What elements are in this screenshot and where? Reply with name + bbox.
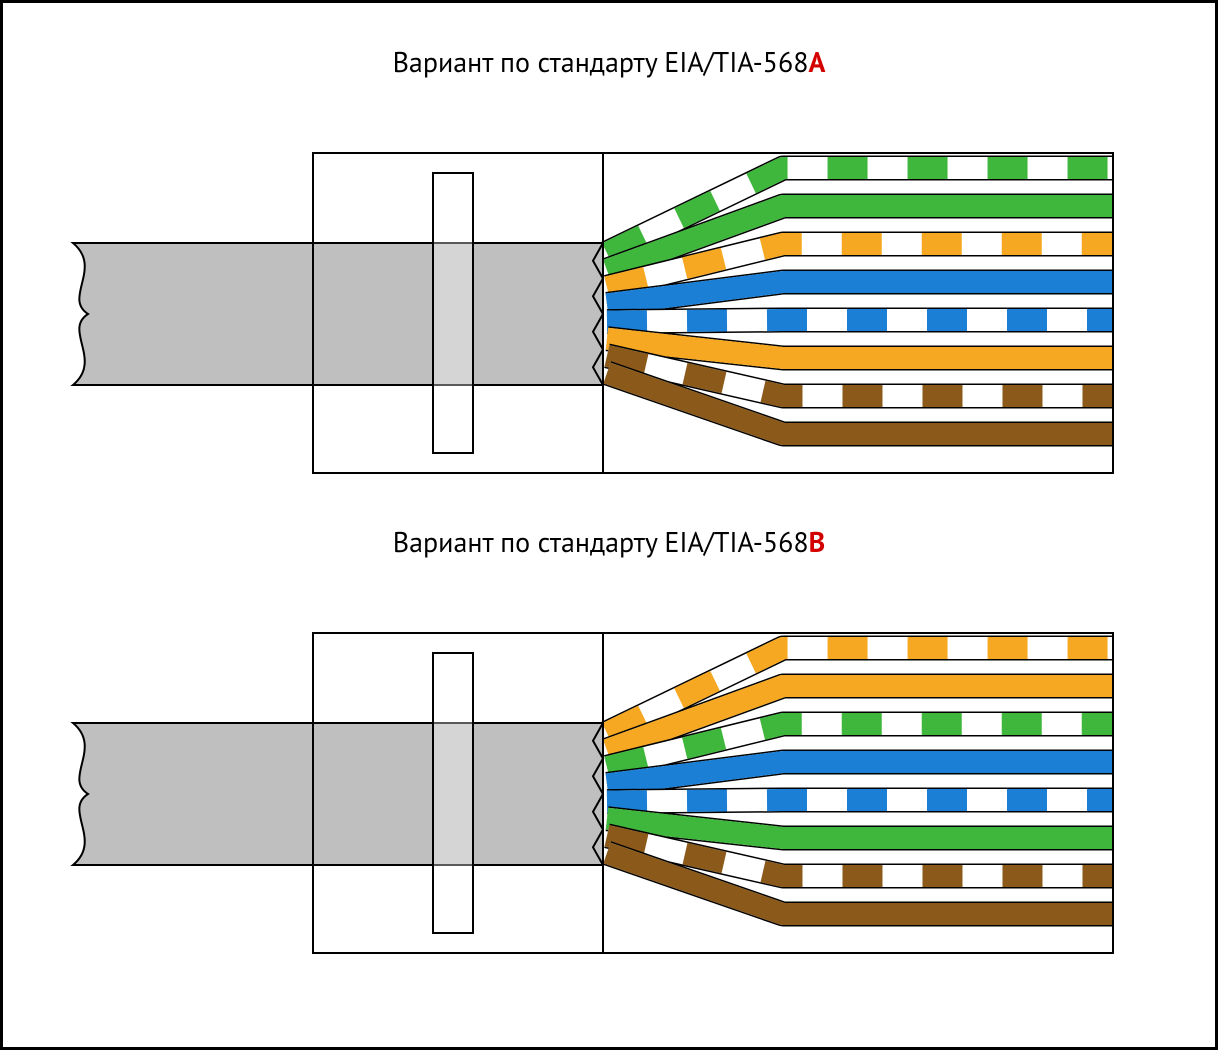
page-frame: Вариант по стандарту EIA/TIA-568A Вариан…	[0, 0, 1218, 1050]
strain-relief-clip	[433, 173, 473, 453]
wire-5-blue-white	[607, 800, 1113, 802]
diagram-568b	[3, 553, 1218, 973]
strain-relief-clip	[433, 653, 473, 933]
wire-5-blue-white	[607, 320, 1113, 322]
diagram-568a	[3, 73, 1218, 493]
